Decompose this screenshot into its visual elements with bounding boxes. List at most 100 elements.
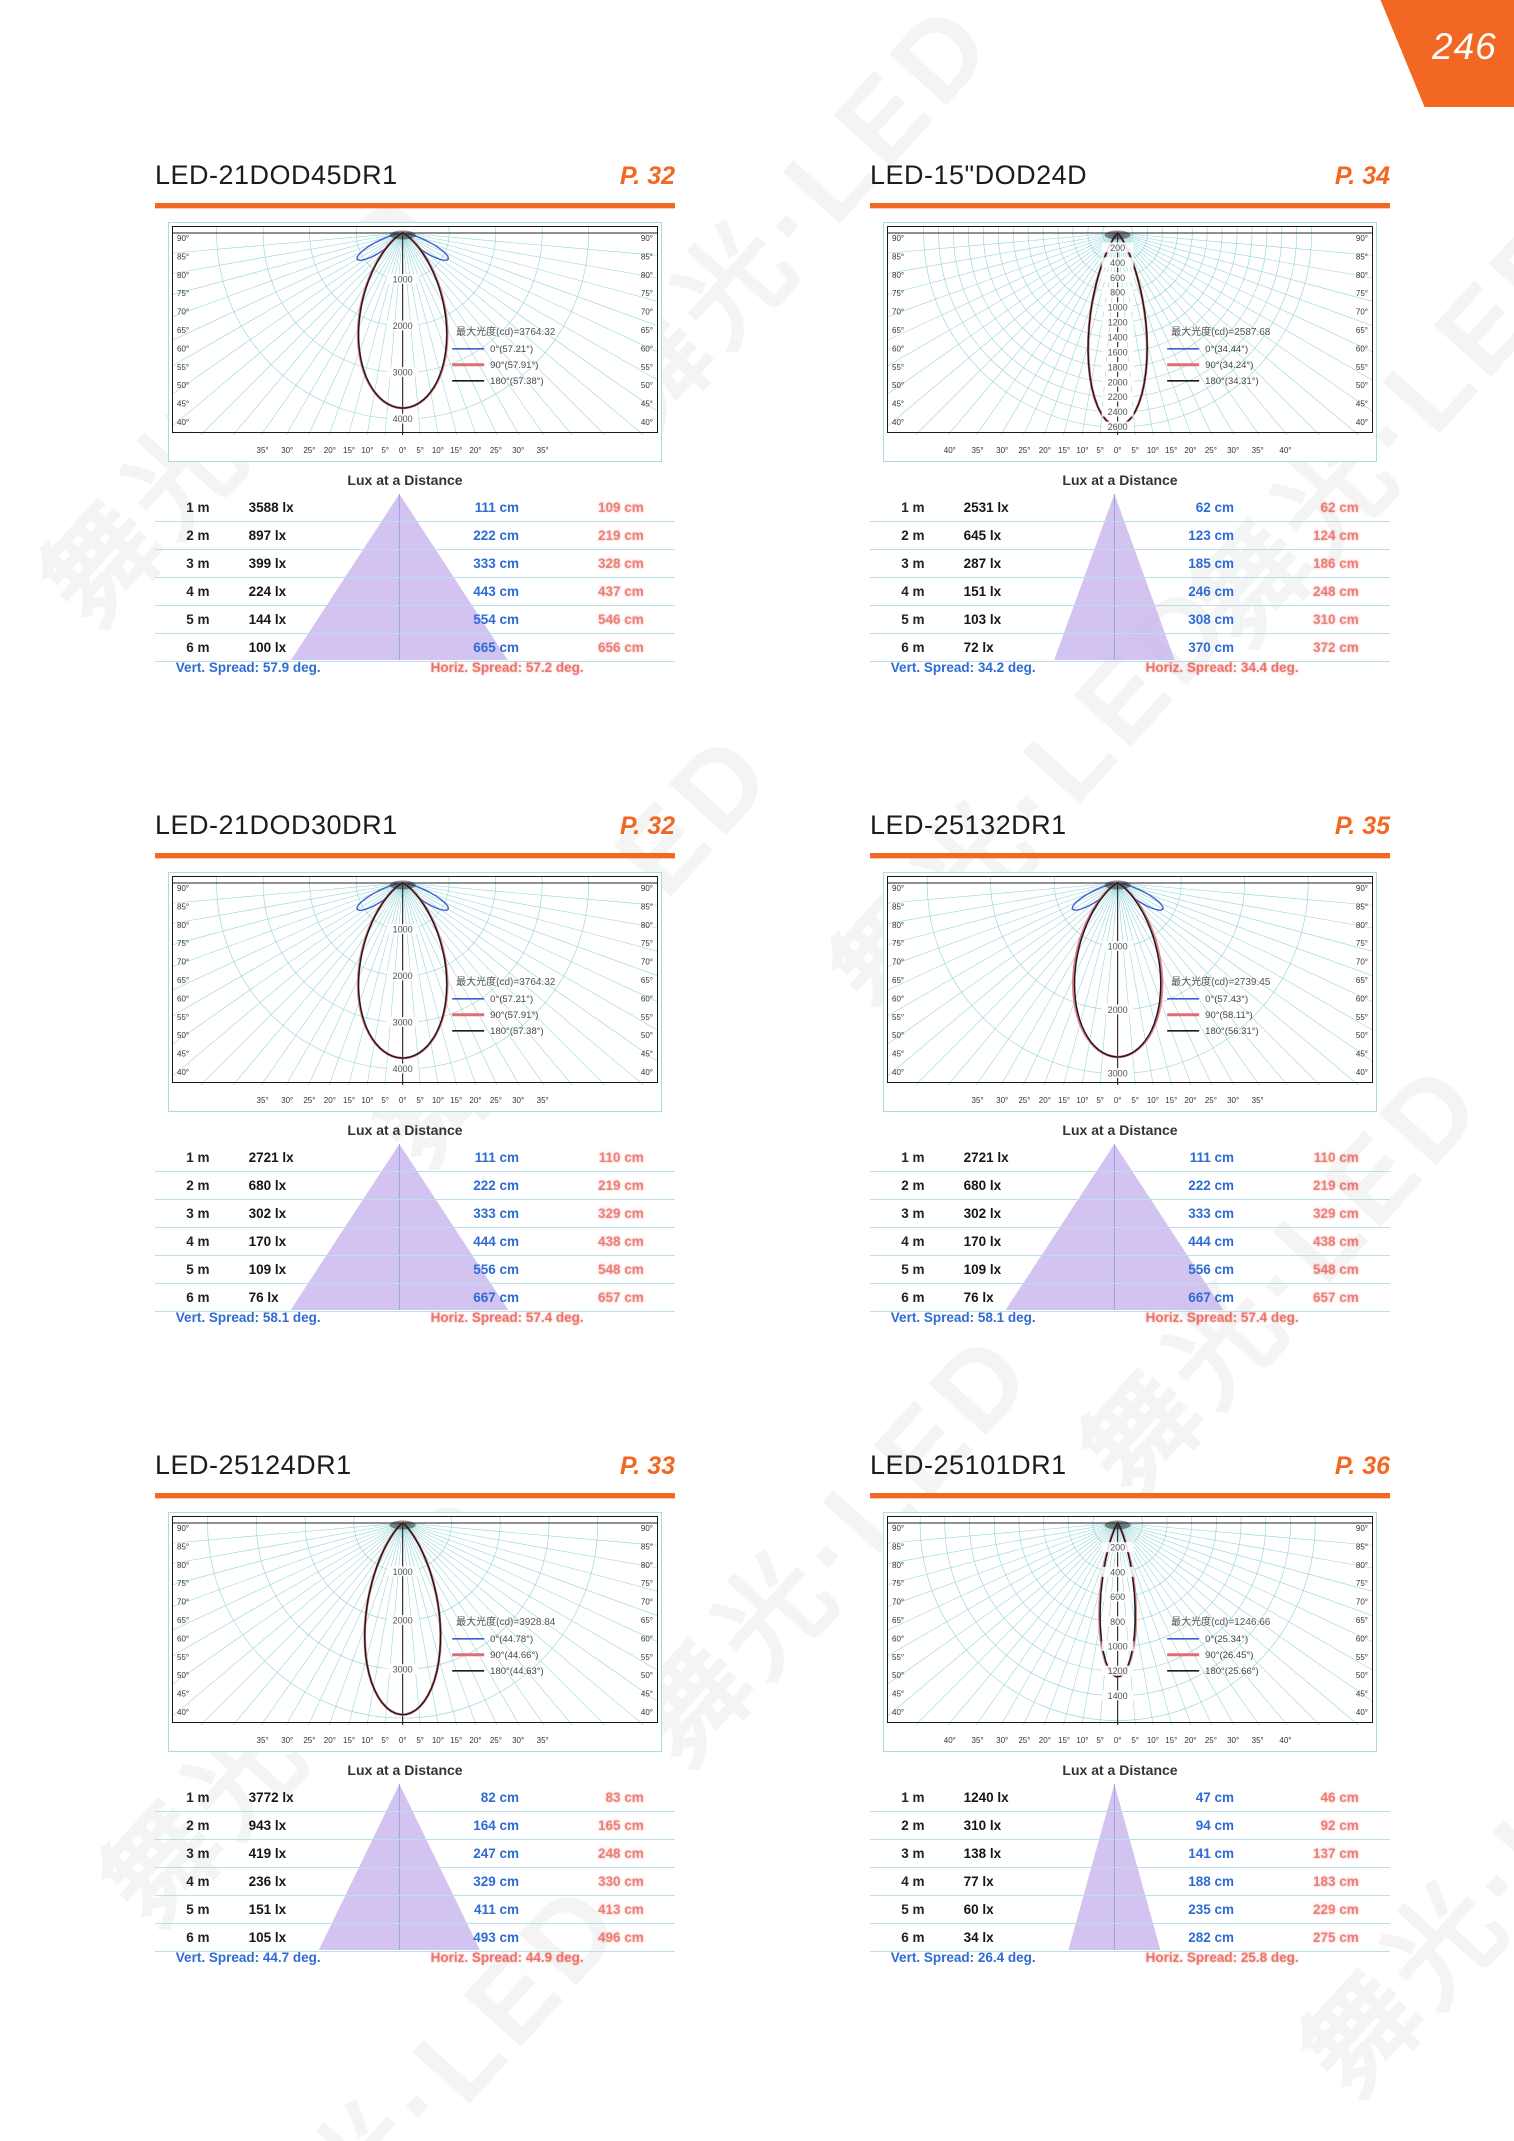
svg-text:45°: 45°	[641, 400, 653, 409]
distance-cell: 2 m	[901, 1818, 925, 1833]
horiz-diameter-cell: 46 cm	[1320, 1790, 1359, 1805]
lux-value-cell: 3588 lx	[248, 500, 294, 515]
photometric-polar-chart: 1000 2000 3000 90° 90° 85° 85° 80° 80° 75° 75° 70° 7…	[883, 872, 1377, 1112]
product-title: LED-25124DR1	[155, 1450, 352, 1480]
product-panel: LED-25124DR1 P. 33 1000 2000 3000 90° 90° 85°…	[155, 1450, 675, 1978]
horiz-diameter-cell: 183 cm	[1312, 1874, 1359, 1889]
svg-text:65°: 65°	[1356, 326, 1368, 335]
vert-diameter-cell: 444 cm	[1188, 1234, 1234, 1249]
horiz-diameter-cell: 438 cm	[597, 1234, 644, 1249]
lux-value-cell: 170 lx	[963, 1234, 1002, 1249]
svg-text:60°: 60°	[1356, 344, 1368, 353]
svg-text:65°: 65°	[1356, 976, 1368, 985]
svg-text:1000: 1000	[1108, 941, 1128, 951]
lux-value-cell: 224 lx	[248, 584, 287, 599]
svg-text:75°: 75°	[641, 939, 653, 948]
svg-text:15°: 15°	[1058, 446, 1070, 455]
svg-text:75°: 75°	[641, 1579, 653, 1588]
svg-text:80°: 80°	[892, 921, 904, 930]
svg-text:60°: 60°	[892, 1634, 904, 1643]
lux-value-cell: 109 lx	[248, 1262, 287, 1277]
svg-text:75°: 75°	[641, 289, 653, 298]
svg-text:70°: 70°	[892, 308, 904, 317]
svg-text:25°: 25°	[1205, 1096, 1217, 1105]
distance-cell: 1 m	[901, 1150, 925, 1165]
lux-value-cell: 144 lx	[248, 612, 287, 627]
lux-table-row: 1 m 3772 lx 82 cm 83 cm	[155, 1784, 675, 1812]
svg-text:5°: 5°	[1131, 1096, 1139, 1105]
lux-value-cell: 103 lx	[963, 612, 1002, 627]
svg-text:20°: 20°	[324, 1096, 336, 1105]
svg-text:1000: 1000	[393, 925, 413, 935]
svg-text:200: 200	[1110, 243, 1125, 253]
svg-text:25°: 25°	[303, 1736, 315, 1745]
horiz-spread-label: Horiz. Spread: 25.8 deg.	[1145, 1950, 1299, 1965]
distance-cell: 2 m	[186, 1818, 210, 1833]
svg-text:10°: 10°	[1147, 446, 1159, 455]
svg-text:80°: 80°	[641, 271, 653, 280]
svg-text:50°: 50°	[892, 1031, 904, 1040]
svg-text:4000: 4000	[393, 414, 413, 424]
lux-table-row: 6 m 34 lx 282 cm 275 cm	[870, 1924, 1390, 1952]
svg-text:30°: 30°	[512, 446, 524, 455]
lux-table-row: 5 m 151 lx 411 cm 413 cm	[155, 1896, 675, 1924]
horiz-diameter-cell: 186 cm	[1312, 556, 1359, 571]
svg-text:90°: 90°	[892, 884, 904, 893]
vert-diameter-cell: 235 cm	[1188, 1902, 1234, 1917]
svg-text:65°: 65°	[641, 976, 653, 985]
horiz-diameter-cell: 329 cm	[1312, 1206, 1359, 1221]
svg-text:400: 400	[1110, 258, 1125, 268]
svg-text:25°: 25°	[1205, 446, 1217, 455]
svg-text:2600: 2600	[1108, 422, 1128, 432]
distance-cell: 4 m	[186, 1234, 210, 1249]
svg-text:10°: 10°	[1147, 1096, 1159, 1105]
svg-text:0°(25.34°): 0°(25.34°)	[1205, 1634, 1248, 1645]
horiz-diameter-cell: 219 cm	[597, 528, 644, 543]
horiz-spread-label: Horiz. Spread: 57.4 deg.	[430, 1310, 584, 1325]
horiz-diameter-cell: 413 cm	[597, 1902, 644, 1917]
svg-text:30°: 30°	[281, 1736, 293, 1745]
vert-diameter-cell: 443 cm	[473, 584, 519, 599]
svg-text:90°: 90°	[641, 234, 653, 243]
svg-text:75°: 75°	[892, 939, 904, 948]
svg-text:55°: 55°	[177, 1013, 189, 1022]
horiz-diameter-cell: 92 cm	[1320, 1818, 1359, 1833]
svg-text:45°: 45°	[641, 1690, 653, 1699]
vert-diameter-cell: 62 cm	[1195, 500, 1234, 515]
svg-text:80°: 80°	[177, 271, 189, 280]
svg-text:45°: 45°	[892, 1690, 904, 1699]
svg-text:30°: 30°	[512, 1736, 524, 1745]
svg-text:2000: 2000	[393, 1616, 413, 1626]
accent-rule	[870, 1493, 1390, 1498]
svg-text:60°: 60°	[177, 994, 189, 1003]
vert-spread-label: Vert. Spread: 34.2 deg.	[890, 660, 1036, 675]
product-title: LED-15"DOD24D	[870, 160, 1088, 190]
svg-text:5°: 5°	[1131, 446, 1139, 455]
svg-text:10°: 10°	[432, 1736, 444, 1745]
svg-text:80°: 80°	[892, 1561, 904, 1570]
lux-value-cell: 2721 lx	[248, 1150, 294, 1165]
vert-diameter-cell: 556 cm	[473, 1262, 519, 1277]
lux-table-row: 3 m 399 lx 333 cm 328 cm	[155, 550, 675, 578]
svg-text:50°: 50°	[177, 1671, 189, 1680]
svg-text:60°: 60°	[1356, 994, 1368, 1003]
svg-text:200: 200	[1110, 1543, 1125, 1553]
svg-text:65°: 65°	[177, 326, 189, 335]
distance-cell: 1 m	[186, 1790, 210, 1805]
photometric-polar-chart: 200 400 600 800 1000 1200 1400 90° 90° 85° 85° 80° 8…	[883, 1512, 1377, 1752]
svg-text:65°: 65°	[641, 326, 653, 335]
page-reference: P. 33	[619, 1452, 675, 1480]
spread-summary: Vert. Spread: 44.7 deg. Horiz. Spread: 4…	[155, 1950, 675, 1972]
svg-text:15°: 15°	[1165, 1736, 1177, 1745]
svg-text:70°: 70°	[177, 958, 189, 967]
svg-text:50°: 50°	[641, 1031, 653, 1040]
svg-text:70°: 70°	[177, 1598, 189, 1607]
svg-text:50°: 50°	[177, 1031, 189, 1040]
lux-table-row: 2 m 897 lx 222 cm 219 cm	[155, 522, 675, 550]
svg-text:80°: 80°	[1356, 1561, 1368, 1570]
lux-table-row: 2 m 680 lx 222 cm 219 cm	[155, 1172, 675, 1200]
svg-text:1400: 1400	[1108, 332, 1128, 342]
horiz-diameter-cell: 248 cm	[1312, 584, 1359, 599]
spread-summary: Vert. Spread: 34.2 deg. Horiz. Spread: 3…	[870, 660, 1390, 682]
vert-diameter-cell: 556 cm	[1188, 1262, 1234, 1277]
